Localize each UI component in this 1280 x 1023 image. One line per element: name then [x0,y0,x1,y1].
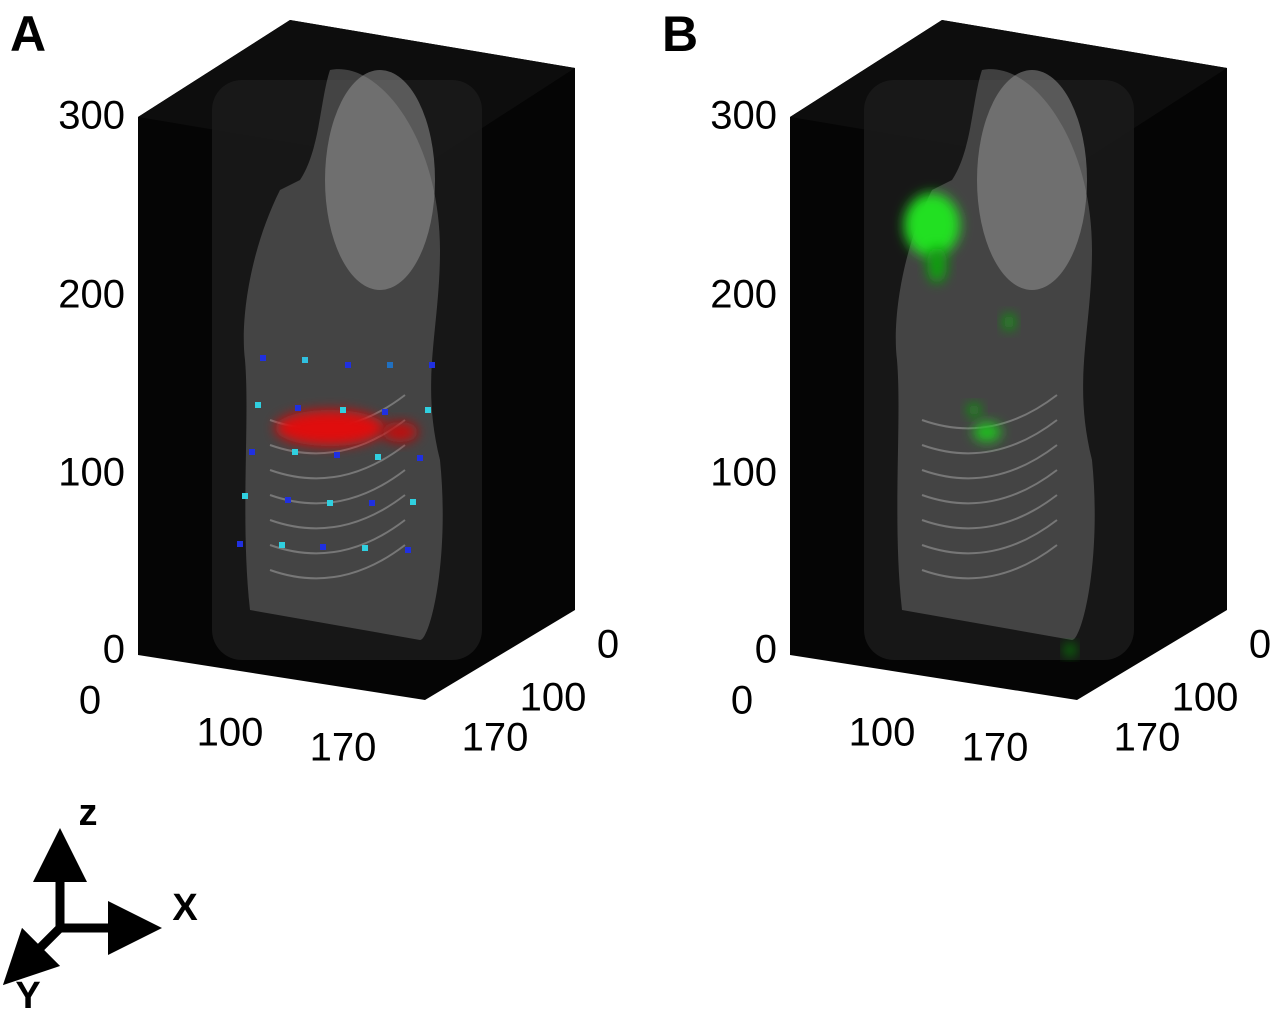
marker-dot [242,493,248,499]
marker-dot [279,542,285,548]
green-signal [973,422,1001,442]
x-tick-label: 100 [849,711,916,755]
z-tick-label: 200 [58,273,125,317]
rib [921,544,1058,580]
rib [921,444,1058,480]
skull [977,70,1087,290]
green-signal [1065,644,1075,656]
marker-dot [327,500,333,506]
marker-dot [345,362,351,368]
marker-dot [249,449,255,455]
y-tick-label: 100 [1172,676,1239,720]
green-signal [1003,314,1015,330]
marker-dot [334,452,340,458]
rib [269,519,406,555]
panel-label: A [10,6,46,62]
rib [921,494,1058,530]
y-tick-label: 0 [1249,623,1271,667]
marker-dot [340,407,346,413]
z-tick-label: 200 [710,273,777,317]
x-tick-label: 0 [79,679,101,723]
y-tick-label: 170 [462,716,529,760]
z-tick-label: 100 [58,451,125,495]
x-tick-label: 170 [310,726,377,770]
y-tick-label: 0 [597,623,619,667]
x-tick-label: 0 [731,679,753,723]
marker-dot [260,355,266,361]
marker-dot [292,449,298,455]
marker-dot [362,545,368,551]
y-label: Y [15,975,40,1017]
z-label: z [79,792,98,834]
red-signal [382,422,418,442]
y-tick-label: 100 [520,676,587,720]
z-tick-label: 0 [103,628,125,672]
green-signal [904,193,960,257]
x-tick-label: 100 [197,711,264,755]
rib [921,519,1058,555]
rib [269,494,406,530]
axes-legend [2,828,162,986]
x-tick-label: 170 [962,726,1029,770]
green-signal [967,404,981,416]
marker-dot [255,402,261,408]
green-signal [927,247,947,283]
z-tick-label: 0 [755,628,777,672]
rib [921,419,1058,455]
skull [325,70,435,290]
z-tick-label: 300 [58,94,125,138]
marker-dot [417,455,423,461]
marker-dot [387,362,393,368]
marker-dot [295,405,301,411]
marker-dot [382,409,388,415]
marker-dot [369,500,375,506]
y-arrow [2,922,66,986]
marker-dot [375,454,381,460]
y-tick-label: 170 [1114,716,1181,760]
x-label: X [172,887,198,929]
marker-dot [429,362,435,368]
rib [921,469,1058,505]
marker-dot [410,499,416,505]
z-tick-label: 100 [710,451,777,495]
marker-dot [405,547,411,553]
red-signal [275,410,385,446]
z-tick-label: 300 [710,94,777,138]
marker-dot [302,357,308,363]
rib [269,544,406,580]
marker-dot [320,544,326,550]
marker-dot [237,541,243,547]
rib [269,444,406,480]
panel-label: B [662,6,698,62]
marker-dot [285,497,291,503]
marker-dot [425,407,431,413]
